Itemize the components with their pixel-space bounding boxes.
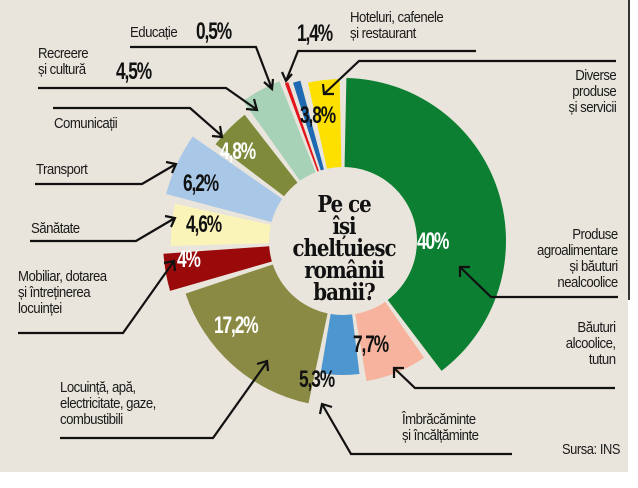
slice-hoteluri xyxy=(293,80,324,171)
leader-lines xyxy=(18,45,618,456)
pct-recreere: 4,5% xyxy=(116,58,152,85)
pct-educatie: 0,5% xyxy=(196,18,232,45)
label-locuinta: Locuință, apă, electricitate, gaze, comb… xyxy=(60,379,156,428)
label-transport: Transport xyxy=(36,161,88,178)
pct-hoteluri: 1,4% xyxy=(297,20,333,47)
label-bauturi: Băuturi alcoolice, tutun xyxy=(566,319,616,368)
pct-locuinta: 17,2% xyxy=(214,312,259,339)
slice-îmbrăcăminte xyxy=(320,313,360,375)
label-mobilier: Mobiliar, dotarea și întreținerea locuin… xyxy=(18,268,107,317)
pct-transport: 6,2% xyxy=(183,170,219,197)
slice-mobiliar xyxy=(163,246,272,291)
pct-comunicatii: 4,8% xyxy=(220,138,256,165)
slice-diverse xyxy=(307,79,342,169)
label-comunicatii: Comunicații xyxy=(54,115,118,132)
source-note: Sursa: INS xyxy=(562,441,621,458)
pct-produse: 40% xyxy=(417,228,449,255)
pct-mobilier: 4% xyxy=(177,246,201,273)
label-hoteluri: Hoteluri, cafenele și restaurant xyxy=(350,9,444,42)
label-produse: Produse agroalimentare și băuturi nealco… xyxy=(537,226,618,291)
slice-sănătate xyxy=(171,203,271,247)
center-hole xyxy=(272,170,414,312)
slice-produse xyxy=(344,78,506,371)
right-border xyxy=(628,0,630,300)
label-educatie: Educație xyxy=(130,24,178,41)
chart-slices xyxy=(163,78,506,404)
pct-imbracaminte: 5,3% xyxy=(299,366,335,393)
pct-bauturi: 7,7% xyxy=(353,331,389,358)
chart-title: Pe ce își cheltuiesc românii banii? xyxy=(292,191,396,306)
slice-recreere xyxy=(243,81,316,181)
pct-diverse: 3,8% xyxy=(300,102,336,129)
slice-transport xyxy=(166,136,283,222)
label-recreere: Recreere și cultură xyxy=(38,45,89,78)
slice-comunicații xyxy=(215,114,298,197)
slice-educație xyxy=(284,82,319,172)
label-sanatate: Sănătate xyxy=(31,220,80,237)
label-diverse: Diverse produse și servicii xyxy=(568,67,616,116)
label-imbracaminte: Îmbrăcăminte și încălțăminte xyxy=(402,411,479,444)
pct-sanatate: 4,6% xyxy=(186,211,222,238)
slice-locuință xyxy=(185,264,328,404)
slice-băuturi xyxy=(355,301,425,382)
